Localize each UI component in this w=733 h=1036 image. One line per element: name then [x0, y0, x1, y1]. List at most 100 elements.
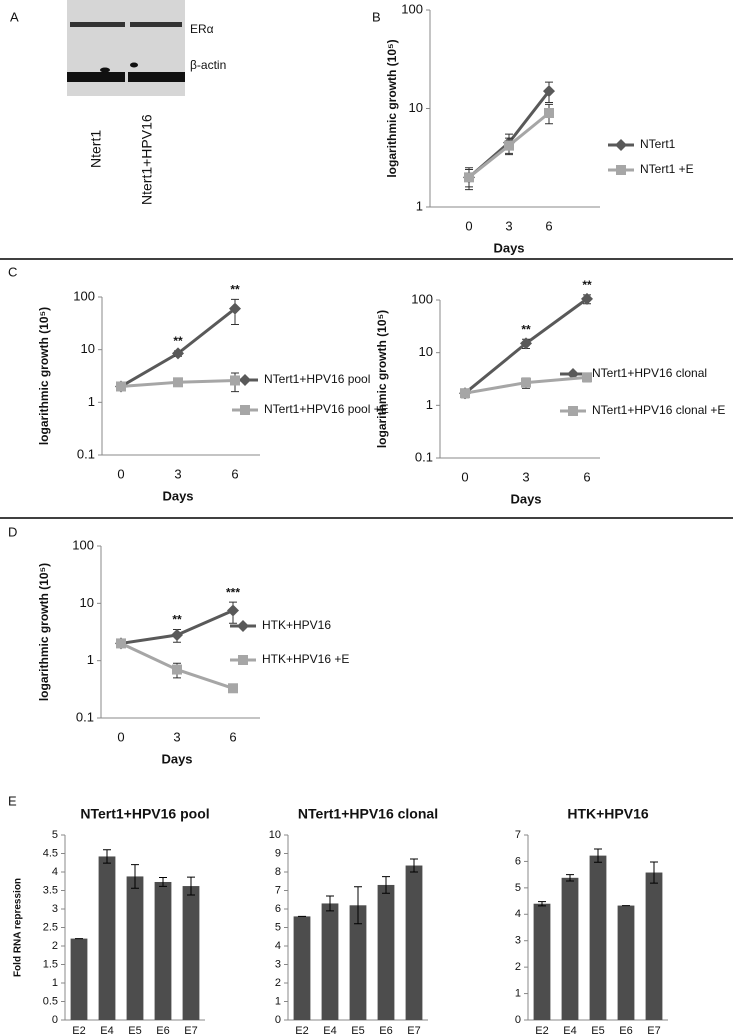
x-tick-label: E4	[323, 1025, 336, 1036]
legend-label: NTert1+HPV16 clonal +E	[592, 403, 725, 417]
legend-marker	[616, 165, 626, 175]
y-tick-label: 1	[515, 987, 521, 999]
x-tick-label: 6	[583, 469, 590, 484]
y-tick-label: 1	[87, 652, 94, 667]
y-tick-label: 2	[52, 940, 58, 952]
x-axis-label: Days	[161, 751, 192, 766]
y-axis-label: Fold RNA repression	[13, 878, 24, 977]
legend-label: NTert1+HPV16 pool	[264, 372, 370, 386]
marker	[229, 302, 241, 315]
panel-label: E	[8, 793, 17, 808]
y-tick-label: 4	[52, 866, 58, 878]
y-tick-label: 1	[416, 198, 423, 213]
annotation: **	[230, 283, 240, 297]
lane-label: Ntert1+HPV16	[139, 114, 155, 205]
y-tick-label: 7	[515, 829, 521, 841]
panel-label: A	[10, 9, 19, 24]
x-tick-label: 3	[173, 729, 180, 744]
y-axis-label: logarithmic growth (10⁵)	[385, 39, 399, 177]
marker	[116, 381, 126, 392]
x-axis-label: Days	[510, 491, 541, 506]
marker	[460, 388, 470, 399]
y-tick-label: 3	[275, 958, 281, 970]
legend-marker	[238, 655, 248, 665]
error-bar	[131, 864, 139, 889]
bar	[70, 938, 88, 1020]
y-axis-label: logarithmic growth (10⁵)	[375, 310, 389, 448]
y-tick-label: 100	[411, 291, 433, 306]
bar	[589, 855, 607, 1020]
y-tick-label: 1	[275, 995, 281, 1007]
legend-marker	[568, 406, 578, 416]
error-bar	[410, 858, 418, 873]
y-tick-label: 10	[80, 595, 94, 610]
band-label: β-actin	[190, 58, 226, 72]
y-tick-label: 10	[419, 344, 433, 359]
x-axis-label: Days	[493, 240, 524, 255]
bar	[349, 905, 367, 1020]
y-tick-label: 100	[72, 537, 94, 552]
x-tick-label: E4	[100, 1025, 113, 1036]
x-tick-label: E2	[295, 1025, 308, 1036]
y-tick-label: 6	[515, 855, 521, 867]
marker	[504, 140, 514, 151]
bar	[126, 876, 144, 1020]
x-axis-label: Days	[162, 488, 193, 503]
annotation: **	[173, 334, 183, 348]
y-tick-label: 7	[275, 884, 281, 896]
bar	[533, 903, 551, 1020]
x-tick-label: E7	[407, 1025, 420, 1036]
marker	[581, 292, 593, 305]
y-tick-label: 0.5	[43, 995, 58, 1007]
y-axis-label: logarithmic growth (10⁵)	[37, 563, 51, 701]
marker	[171, 629, 183, 642]
x-tick-label: 6	[231, 466, 238, 481]
error-bar	[538, 901, 546, 907]
y-tick-label: 100	[401, 1, 423, 16]
error-bar	[594, 848, 602, 863]
marker	[520, 337, 532, 350]
y-tick-label: 1	[52, 977, 58, 989]
legend-label: NTert1+HPV16 pool +E	[264, 402, 389, 416]
marker	[172, 664, 182, 675]
annotation: **	[521, 322, 531, 336]
x-tick-label: E6	[156, 1025, 169, 1036]
error-bar	[159, 877, 167, 887]
x-tick-label: E4	[563, 1025, 576, 1036]
legend-marker	[239, 374, 251, 386]
y-tick-label: 0	[275, 1014, 281, 1026]
bar	[561, 877, 579, 1020]
bar	[321, 903, 339, 1020]
y-tick-label: 10	[409, 100, 423, 115]
y-tick-label: 5	[515, 882, 521, 894]
annotation: ***	[226, 585, 240, 599]
bar	[645, 872, 663, 1020]
panel-label: C	[8, 264, 17, 279]
bar	[377, 884, 395, 1020]
panel-label: D	[8, 524, 17, 539]
y-tick-label: 3	[515, 935, 521, 947]
y-tick-label: 1.5	[43, 958, 58, 970]
y-tick-label: 0.1	[415, 449, 433, 464]
marker	[521, 377, 531, 388]
x-tick-label: 0	[461, 469, 468, 484]
error-bar	[382, 876, 390, 894]
y-axis-label: logarithmic growth (10⁵)	[37, 307, 51, 445]
annotation: **	[172, 613, 182, 627]
y-tick-label: 0.1	[76, 709, 94, 724]
x-tick-label: 3	[174, 466, 181, 481]
marker	[227, 604, 239, 617]
y-tick-label: 5	[52, 829, 58, 841]
y-tick-label: 4.5	[43, 847, 58, 859]
legend-label: HTK+HPV16 +E	[262, 652, 349, 666]
y-tick-label: 10	[269, 829, 281, 841]
bar	[293, 916, 311, 1020]
x-tick-label: E6	[379, 1025, 392, 1036]
y-tick-label: 4	[275, 940, 281, 952]
marker	[116, 638, 126, 649]
band-label: ERα	[190, 22, 214, 36]
chart-title: NTert1+HPV16 clonal	[298, 806, 438, 822]
bar	[98, 856, 116, 1020]
y-tick-label: 4	[515, 908, 521, 920]
